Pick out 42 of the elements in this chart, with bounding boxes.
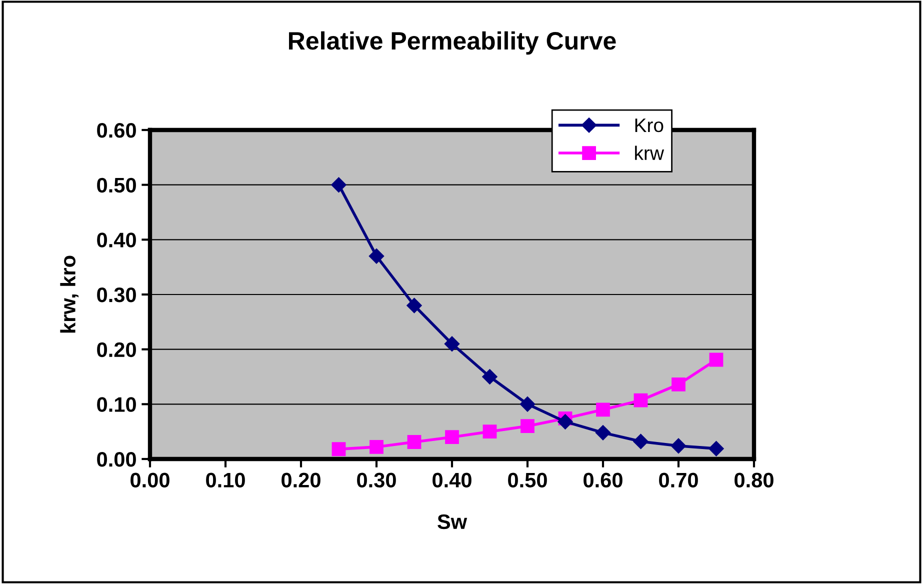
point (670, 438, 686, 454)
point (368, 248, 384, 264)
y-tick-label: 0.50 (97, 178, 136, 193)
point (482, 369, 498, 384)
point (633, 434, 648, 450)
y-tick-label: 0.00 (97, 452, 136, 467)
point (596, 402, 610, 417)
point (332, 442, 346, 456)
y-tick-label: 0.60 (97, 123, 136, 138)
y-tick-label: 0.30 (97, 288, 136, 302)
x-tick-label: 0.00 (130, 472, 170, 488)
point (709, 352, 724, 367)
point (595, 425, 611, 440)
point (445, 430, 459, 444)
point (406, 298, 422, 314)
point (672, 377, 686, 392)
point (708, 441, 724, 456)
y-tick-label: 0.40 (97, 232, 136, 248)
point (370, 440, 384, 454)
legend-label: krw (635, 146, 664, 160)
legend-label: Kro (635, 118, 664, 132)
x-tick-label: 0.50 (508, 472, 547, 488)
x-axis-title: Sw (438, 514, 468, 530)
chart-title: Relative Permeability Curve (289, 31, 616, 55)
x-tick-label: 0.20 (282, 472, 320, 488)
point (520, 396, 536, 412)
x-tick-label: 0.30 (357, 472, 396, 488)
point (558, 414, 573, 430)
x-tick-label: 0.70 (659, 472, 698, 488)
y-axis-title: krw, kro (60, 256, 78, 333)
y-tick-label: 0.10 (97, 397, 136, 412)
point (331, 177, 346, 192)
point (482, 424, 497, 439)
point (634, 393, 648, 408)
point (520, 419, 534, 434)
point (407, 435, 422, 449)
x-tick-label: 0.60 (584, 472, 622, 488)
x-tick-label: 0.80 (734, 472, 774, 488)
y-tick-label: 0.20 (97, 342, 136, 358)
x-tick-label: 0.10 (206, 472, 245, 488)
point (444, 336, 460, 352)
x-tick-label: 0.40 (432, 472, 472, 488)
